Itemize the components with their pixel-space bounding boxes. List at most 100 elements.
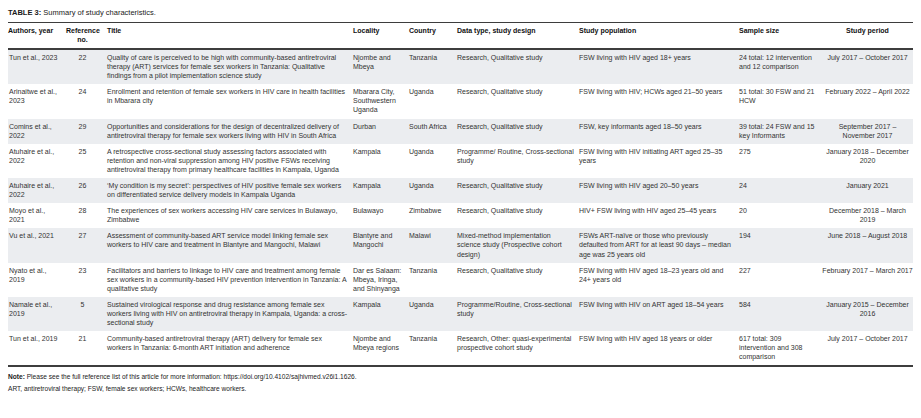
- cell-population: FSW living with HIV aged 18+ years: [579, 49, 739, 84]
- cell-sample: 275: [739, 144, 822, 178]
- cell-period: February 2017 – March 2017: [822, 263, 913, 297]
- cell-design: Mixed-method implementation science stud…: [457, 228, 579, 262]
- cell-locality: Blantyre and Mangochi: [353, 228, 409, 262]
- col-header-country: Country: [409, 22, 457, 49]
- cell-authors: Moyo et al., 2021: [8, 203, 66, 228]
- cell-country: South Africa: [409, 119, 457, 144]
- col-header-study-period: Study period: [822, 22, 913, 49]
- table-row: Vu et al., 202127Assessment of community…: [8, 228, 913, 262]
- cell-country: Tanzania: [409, 49, 457, 84]
- cell-country: Uganda: [409, 297, 457, 331]
- note-label: Note:: [8, 373, 25, 380]
- note-line: Note: Please see the full reference list…: [8, 371, 913, 383]
- cell-locality: Njombe and Mbeya regions: [353, 331, 409, 366]
- cell-locality: Dar es Salaam: Mbeya, Iringa, and Shinya…: [353, 263, 409, 297]
- cell-title: Opportunities and considerations for the…: [107, 119, 353, 144]
- cell-country: Uganda: [409, 178, 457, 203]
- cell-authors: Arinaitwe et al., 2023: [8, 84, 66, 118]
- cell-locality: Kampala: [353, 178, 409, 203]
- cell-locality: Kampala: [353, 297, 409, 331]
- cell-population: FSWs ART-naïve or those who previously d…: [579, 228, 739, 262]
- cell-design: Research, Qualitative study: [457, 203, 579, 228]
- cell-authors: Nyato et al., 2019: [8, 263, 66, 297]
- table-row: Moyo et al., 202128The experiences of se…: [8, 203, 913, 228]
- cell-ref: 22: [66, 49, 107, 84]
- cell-locality: Mbarara City, Southwestern Uganda: [353, 84, 409, 118]
- table-row: Atuhaire et al., 202226‘My condition is …: [8, 178, 913, 203]
- cell-population: HIV+ FSW living with HIV aged 25–45 year…: [579, 203, 739, 228]
- cell-sample: 227: [739, 263, 822, 297]
- cell-country: Zimbabwe: [409, 203, 457, 228]
- cell-period: July 2017 – October 2017: [822, 49, 913, 84]
- table-caption-text: Summary of study characteristics.: [43, 8, 156, 17]
- cell-locality: Durban: [353, 119, 409, 144]
- table-notes: Note: Please see the full reference list…: [8, 371, 913, 394]
- study-characteristics-table: Authors, year Reference no. Title Locali…: [8, 22, 913, 368]
- table-row: Comins et al., 202229Opportunities and c…: [8, 119, 913, 144]
- note-text: Please see the full reference list of th…: [27, 373, 357, 380]
- cell-design: Research, Qualitative study: [457, 178, 579, 203]
- cell-ref: 24: [66, 84, 107, 118]
- cell-ref: 28: [66, 203, 107, 228]
- cell-period: July 2017 – October 2017: [822, 331, 913, 366]
- cell-design: Programme/Routine, Cross-sectional study: [457, 297, 579, 331]
- cell-design: Programme/ Routine, Cross-sectional stud…: [457, 144, 579, 178]
- cell-locality: Bulawayo: [353, 203, 409, 228]
- paper-table-figure: TABLE 3: Summary of study characteristic…: [0, 0, 921, 418]
- table-caption-label: TABLE 3:: [8, 8, 41, 17]
- cell-period: February 2022 – April 2022: [822, 84, 913, 118]
- table-row: Arinaitwe et al., 202324Enrollment and r…: [8, 84, 913, 118]
- col-header-data-type-study-design: Data type, study design: [457, 22, 579, 49]
- col-header-reference-no: Reference no.: [66, 22, 107, 49]
- cell-title: A retrospective cross-sectional study as…: [107, 144, 353, 178]
- cell-country: Tanzania: [409, 263, 457, 297]
- col-header-authors-year: Authors, year: [8, 22, 66, 49]
- cell-period: June 2018 – August 2018: [822, 228, 913, 262]
- cell-authors: Vu et al., 2021: [8, 228, 66, 262]
- cell-title: Community-based antiretroviral therapy (…: [107, 331, 353, 366]
- cell-period: January 2021: [822, 178, 913, 203]
- cell-ref: 25: [66, 144, 107, 178]
- cell-period: December 2018 – March 2019: [822, 203, 913, 228]
- cell-ref: 21: [66, 331, 107, 366]
- cell-period: January 2015 – December 2016: [822, 297, 913, 331]
- cell-country: Tanzania: [409, 331, 457, 366]
- header-row: Authors, year Reference no. Title Locali…: [8, 22, 913, 49]
- cell-population: FSW, key informants aged 18–50 years: [579, 119, 739, 144]
- cell-locality: Njombe and Mbeya: [353, 49, 409, 84]
- cell-design: Research, Qualitative study: [457, 263, 579, 297]
- cell-ref: 26: [66, 178, 107, 203]
- cell-period: January 2018 – December 2020: [822, 144, 913, 178]
- cell-design: Research, Qualitative study: [457, 84, 579, 118]
- table-row: Tun et al., 202322Quality of care is per…: [8, 49, 913, 84]
- cell-country: Uganda: [409, 144, 457, 178]
- table-row: Tun et al., 201921Community-based antire…: [8, 331, 913, 366]
- table-caption: TABLE 3: Summary of study characteristic…: [8, 8, 913, 18]
- cell-title: Enrollment and retention of female sex w…: [107, 84, 353, 118]
- table-row: Namale et al., 20195Sustained virologica…: [8, 297, 913, 331]
- cell-country: Malawi: [409, 228, 457, 262]
- table-row: Atuhaire et al., 202225A retrospective c…: [8, 144, 913, 178]
- cell-authors: Tun et al., 2019: [8, 331, 66, 366]
- abbreviations-line: ART, antiretroviral therapy; FSW, female…: [8, 383, 913, 395]
- cell-ref: 27: [66, 228, 107, 262]
- cell-sample: 24: [739, 178, 822, 203]
- cell-title: Assessment of community-based ART servic…: [107, 228, 353, 262]
- cell-sample: 51 total: 30 FSW and 21 HCW: [739, 84, 822, 118]
- cell-sample: 39 total: 24 FSW and 15 key Informants: [739, 119, 822, 144]
- table-row: Nyato et al., 201923Facilitators and bar…: [8, 263, 913, 297]
- cell-title: ‘My condition is my secret’: perspective…: [107, 178, 353, 203]
- cell-country: Uganda: [409, 84, 457, 118]
- table-body: Tun et al., 202322Quality of care is per…: [8, 49, 913, 367]
- cell-population: FSW living with HIV; HCWs aged 21–50 yea…: [579, 84, 739, 118]
- cell-authors: Atuhaire et al., 2022: [8, 178, 66, 203]
- cell-sample: 194: [739, 228, 822, 262]
- cell-ref: 5: [66, 297, 107, 331]
- cell-title: Sustained virological response and drug …: [107, 297, 353, 331]
- cell-title: The experiences of sex workers accessing…: [107, 203, 353, 228]
- cell-sample: 20: [739, 203, 822, 228]
- cell-population: FSW living with HIV aged 20–50 years: [579, 178, 739, 203]
- col-header-sample-size: Sample size: [739, 22, 822, 49]
- cell-authors: Tun et al., 2023: [8, 49, 66, 84]
- cell-authors: Namale et al., 2019: [8, 297, 66, 331]
